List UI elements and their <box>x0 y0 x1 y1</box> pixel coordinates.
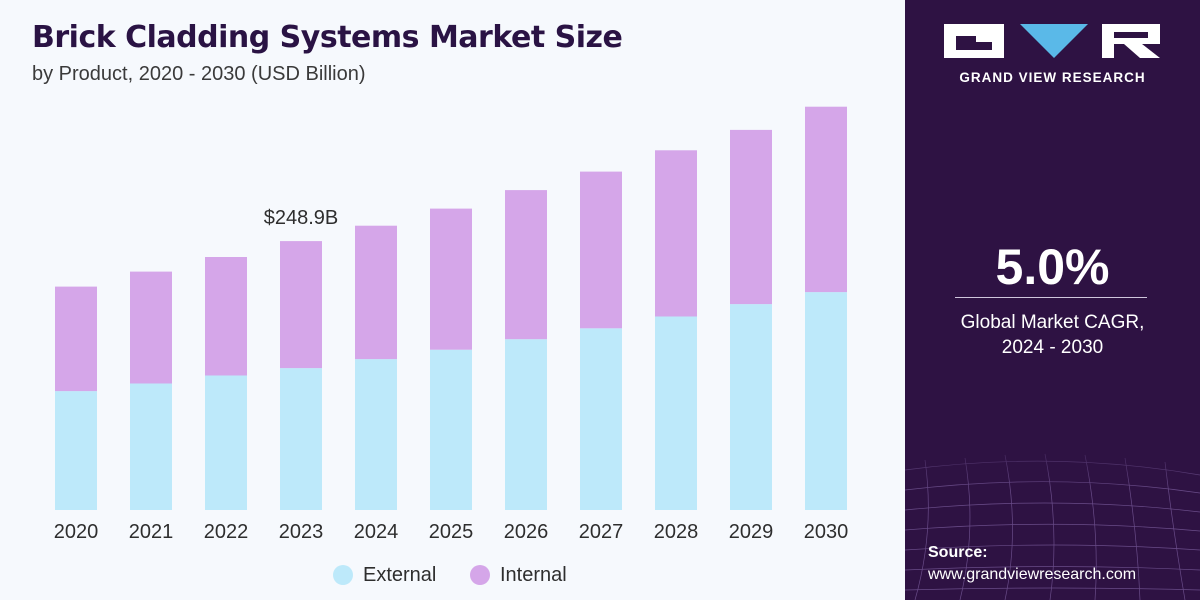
bar-external-2024 <box>355 359 397 510</box>
bar-internal-2025 <box>430 208 472 350</box>
legend-swatch-internal <box>470 565 490 585</box>
x-tick-label-2024: 2024 <box>354 521 399 543</box>
bar-external-2027 <box>580 328 622 510</box>
x-tick-label-2020: 2020 <box>54 521 99 543</box>
x-tick-label-2023: 2023 <box>279 521 324 543</box>
bar-internal-2030 <box>805 106 847 293</box>
bar-internal-2024 <box>355 225 397 360</box>
legend-item-internal: Internal <box>470 562 567 588</box>
chart-subtitle: by Product, 2020 - 2030 (USD Billion) <box>32 63 366 85</box>
bar-internal-2022 <box>205 257 247 376</box>
cagr-value: 5.0% <box>995 239 1110 295</box>
bar-external-2025 <box>430 349 472 510</box>
cagr-label-line1: Global Market CAGR, <box>960 312 1145 333</box>
legend-item-external: External <box>333 562 436 588</box>
bar-external-2022 <box>205 375 247 510</box>
bar-external-2021 <box>130 383 172 510</box>
stacked-bar-chart: 2020 2021 2022 2023 $248.9B 2024 2025 2026 2027 2… <box>54 106 849 543</box>
bar-internal-2021 <box>130 271 172 384</box>
legend-swatch-external <box>333 565 353 585</box>
bar-internal-2020 <box>55 286 97 392</box>
data-label-2023: $248.9B <box>264 207 339 229</box>
source-label: Source: <box>928 544 988 561</box>
x-tick-label-2025: 2025 <box>429 521 474 543</box>
divider <box>955 297 1147 298</box>
summary-panel: GRAND VIEW RESEARCH 5.0% Global Market C… <box>905 0 1200 600</box>
cagr-label: Global Market CAGR, 2024 - 2030 <box>905 310 1200 360</box>
x-tick-label-2027: 2027 <box>579 521 624 543</box>
x-tick-label-2021: 2021 <box>129 521 174 543</box>
gvr-logo-icon <box>944 24 1160 58</box>
chart-title: Brick Cladding Systems Market Size <box>32 20 623 55</box>
bar-internal-2029 <box>730 129 772 305</box>
x-tick-label-2026: 2026 <box>504 521 549 543</box>
bar-external-2030 <box>805 292 847 510</box>
bar-internal-2027 <box>580 171 622 329</box>
bar-internal-2023 <box>280 241 322 369</box>
brand-name: GRAND VIEW RESEARCH <box>959 70 1146 85</box>
legend-label-internal: Internal <box>500 563 567 586</box>
chart-panel: Brick Cladding Systems Market Size by Pr… <box>32 20 849 588</box>
cagr-label-line2: 2024 - 2030 <box>1001 337 1104 358</box>
decorative-mesh <box>905 430 1200 600</box>
source-url-link[interactable]: www.grandviewresearch.com <box>928 566 1137 583</box>
x-tick-label-2030: 2030 <box>804 521 849 543</box>
bar-external-2026 <box>505 339 547 510</box>
x-tick-label-2028: 2028 <box>654 521 699 543</box>
x-tick-label-2022: 2022 <box>204 521 249 543</box>
legend-label-external: External <box>363 563 437 586</box>
bar-internal-2026 <box>505 190 547 340</box>
bar-external-2020 <box>55 391 97 510</box>
bar-external-2028 <box>655 316 697 510</box>
bar-external-2023 <box>280 368 322 510</box>
bar-external-2029 <box>730 304 772 510</box>
bar-internal-2028 <box>655 150 697 317</box>
x-tick-label-2029: 2029 <box>729 521 774 543</box>
